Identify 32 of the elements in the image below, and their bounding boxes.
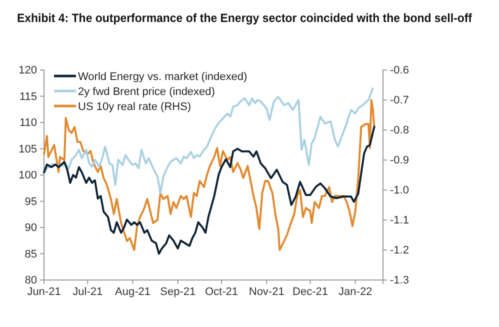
y2-tick-label: -0.7 (390, 94, 409, 107)
y-tick-label: 85 (24, 248, 37, 260)
y2-tick-label: -1.0 (390, 184, 409, 197)
y-tick-label: 120 (18, 64, 37, 77)
x-tick-label: Jan-22 (338, 286, 372, 298)
line-series (43, 126, 376, 255)
y2-tick-label: -0.9 (390, 154, 409, 167)
y-tick-label: 90 (24, 222, 37, 234)
y2-tick-label: -1.2 (390, 244, 409, 257)
y2-tick-label: -1.3 (390, 274, 409, 287)
x-tick-label: Oct-21 (204, 286, 238, 298)
line-series (43, 99, 376, 251)
chart-title: Exhibit 4: The outperformance of the Energy sector coincided with the bond sell-off (17, 11, 494, 25)
y-tick-label: 80 (24, 274, 37, 287)
y2-tick-label: -0.8 (390, 124, 409, 137)
y-tick-label: 110 (19, 117, 37, 130)
y2-tick-label: -0.6 (390, 64, 409, 77)
x-tick-label: Sep-21 (160, 286, 196, 298)
x-tick-label: Jun-21 (27, 286, 61, 298)
y2-tick-label: -1.1 (390, 214, 409, 227)
x-tick-label: Nov-21 (248, 286, 284, 298)
y-tick-label: 115 (19, 90, 37, 103)
line-series (43, 87, 374, 194)
legend-label: 2y fwd Brent price (indexed) (78, 86, 215, 98)
y-tick-label: 100 (18, 170, 37, 182)
x-tick-label: Dec-21 (292, 286, 328, 298)
y-tick-label: 95 (24, 196, 37, 208)
y-tick-label: 105 (18, 143, 37, 156)
legend-label: US 10y real rate (RHS) (78, 101, 192, 113)
legend-label: World Energy vs. market (indexed) (78, 71, 248, 83)
x-tick-label: Jul-21 (72, 286, 103, 298)
x-tick-label: Aug-21 (115, 286, 150, 298)
